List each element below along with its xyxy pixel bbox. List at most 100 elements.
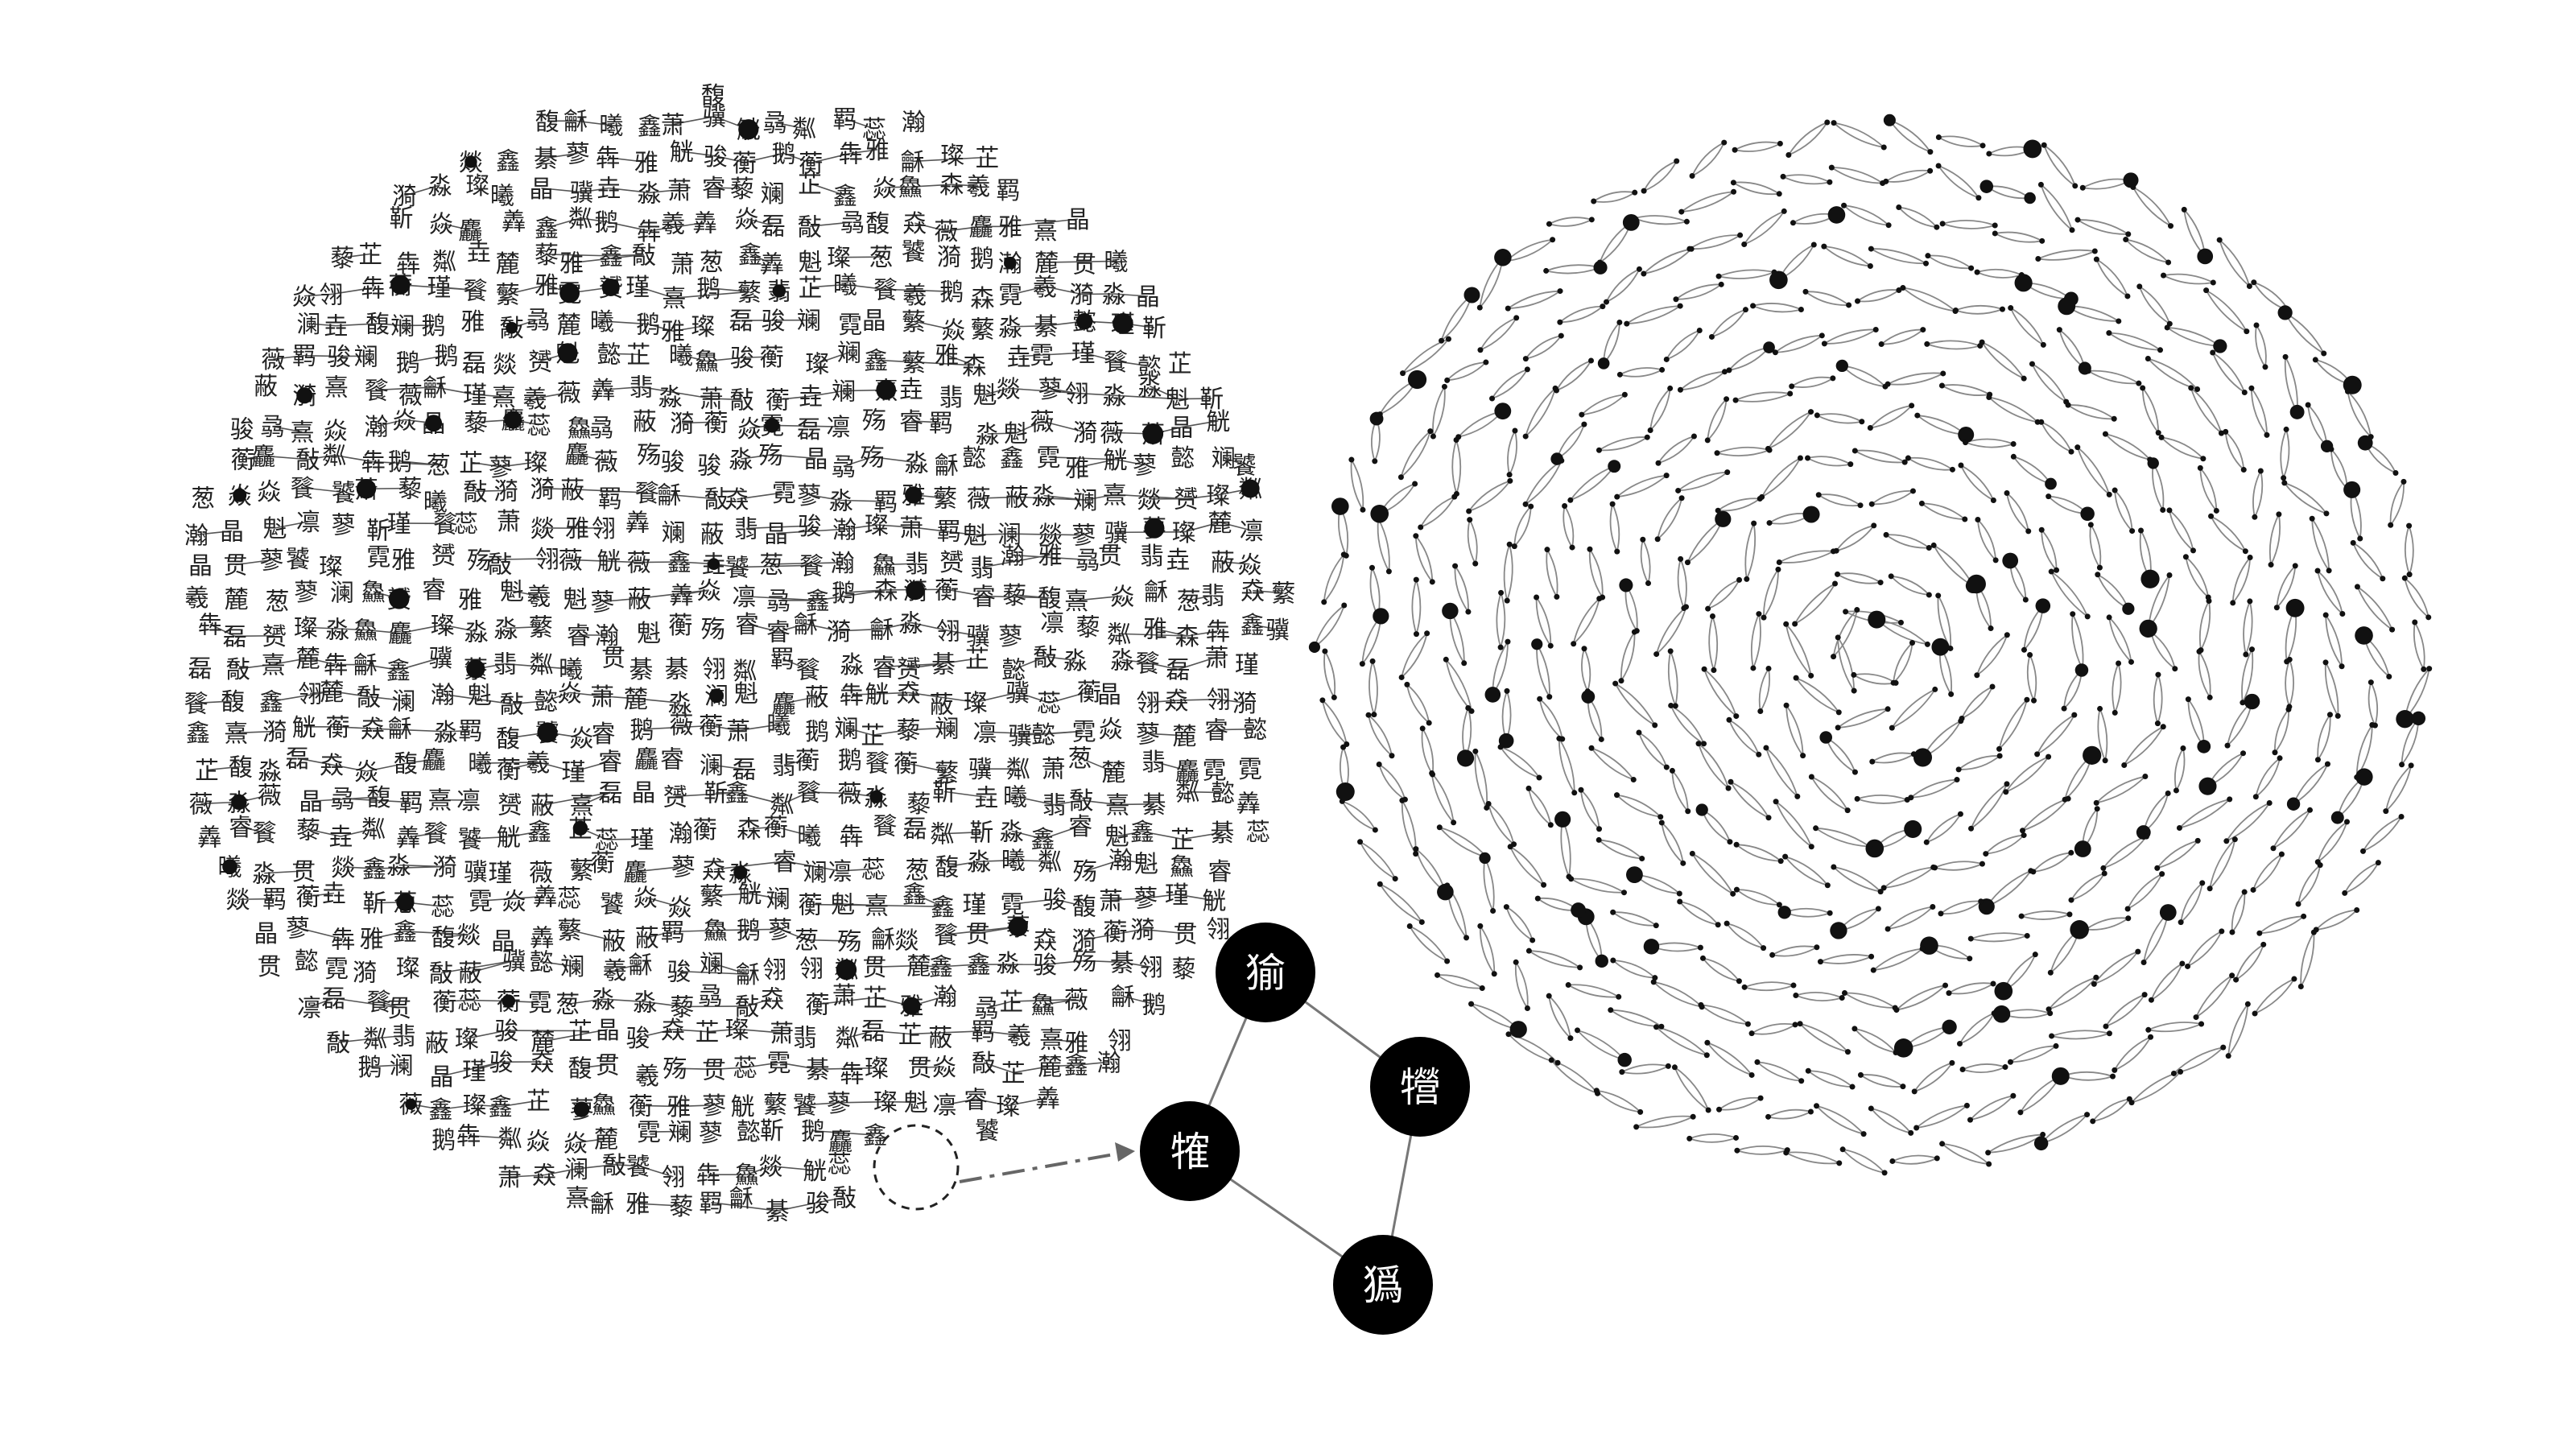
link-edge: [2404, 525, 2414, 577]
graph-node: [1593, 260, 1608, 275]
network-glyph-node: 漪: [937, 243, 961, 271]
link-edge: [1588, 547, 1604, 598]
network-glyph-node: 魁: [637, 620, 661, 648]
graph-node: [2425, 614, 2432, 621]
network-glyph-node: 馥: [865, 210, 890, 238]
network-glyph-node: 蘅: [733, 150, 757, 178]
network-glyph-node: 淼: [729, 446, 753, 474]
network-glyph-node: 熹: [492, 384, 516, 412]
graph-node: [1841, 202, 1847, 208]
network-glyph-node: 骥: [464, 859, 488, 887]
link-edge: [1785, 621, 1812, 676]
link-edge: [1976, 268, 2024, 279]
link-edge: [1898, 206, 1939, 229]
network-glyph-node: 鱻: [592, 1092, 616, 1120]
graph-node: [1979, 180, 1994, 193]
network-glyph-node: 蔽: [700, 521, 724, 549]
graph-node: [1456, 749, 1475, 767]
network-glyph-node: 霓: [838, 312, 862, 340]
network-glyph-node: 馥: [1038, 585, 1062, 613]
graph-node: [2342, 890, 2348, 896]
link-edge: [1890, 1154, 1938, 1165]
graph-node: [1697, 944, 1703, 951]
graph-node: [1715, 922, 1721, 928]
graph-node: [1783, 702, 1790, 708]
network-glyph-node: 敽: [357, 683, 381, 712]
graph-node: [1402, 796, 1408, 803]
network-glyph-node: 殇: [701, 616, 725, 644]
graph-node: [2185, 696, 2191, 703]
network-glyph-node: 羲: [635, 1063, 659, 1091]
graph-node: [1588, 745, 1595, 751]
graph-node: [1484, 804, 1490, 811]
graph-node: [1867, 263, 1873, 270]
graph-node: [2421, 666, 2427, 672]
link-edge: [2177, 799, 2231, 830]
hub-node: [388, 588, 410, 609]
graph-node: [2301, 913, 2307, 919]
network-glyph-node: 馥: [701, 82, 725, 110]
link-edge: [1816, 413, 1864, 424]
network-glyph-node: 鑫: [902, 881, 927, 910]
link-edge: [2314, 909, 2358, 931]
graph-node: [1757, 1095, 1764, 1101]
link-edge: [1894, 985, 1946, 1012]
link-edge: [2179, 882, 2203, 924]
graph-node: [2276, 511, 2282, 518]
link-edge: [1761, 456, 1802, 498]
network-glyph-node: 瀚: [832, 516, 857, 544]
graph-node: [1986, 1161, 1992, 1167]
network-glyph-node: 骏: [704, 143, 728, 171]
network-glyph-node: 粼: [568, 205, 592, 233]
graph-node: [1910, 751, 1917, 758]
graph-node: [2101, 870, 2107, 877]
link-edge: [1988, 396, 2041, 423]
graph-node: [1524, 1005, 1530, 1011]
link-edge: [1870, 248, 1929, 265]
graph-node: [2286, 656, 2293, 663]
network-glyph-node: 粼: [498, 1125, 522, 1154]
network-glyph-node: 蘅: [295, 884, 320, 912]
graph-node: [2218, 430, 2224, 436]
graph-node: [1913, 748, 1933, 767]
link-edge: [2227, 1003, 2249, 1059]
network-glyph-node: 鑫: [527, 819, 551, 847]
network-glyph-node: 犇: [361, 449, 386, 477]
graph-node: [1877, 889, 1884, 895]
graph-node: [1765, 445, 1771, 452]
graph-node: [1724, 469, 1731, 476]
link-edge: [1620, 1063, 1669, 1075]
graph-node: [2004, 781, 2010, 787]
graph-node: [1377, 881, 1383, 887]
graph-node: [2157, 347, 2164, 353]
graph-node: [1413, 576, 1419, 583]
graph-node: [1968, 825, 1975, 832]
graph-node: [1958, 718, 1964, 724]
network-glyph-node: 霓: [1001, 891, 1025, 919]
network-glyph-node: 芷: [799, 275, 823, 303]
network-glyph-node: 綦: [534, 145, 558, 173]
graph-node: [1476, 304, 1483, 311]
graph-node: [1655, 460, 1662, 466]
network-glyph-node: 敽: [798, 213, 822, 242]
graph-node: [1935, 163, 1942, 169]
link-edge: [1927, 254, 1974, 270]
graph-node: [1832, 580, 1839, 587]
graph-node: [2159, 904, 2177, 921]
network-glyph-node: 骏: [806, 1190, 830, 1218]
network-glyph-node: 凛: [972, 719, 997, 747]
graph-node: [2401, 575, 2408, 581]
graph-node: [1857, 1071, 1864, 1078]
network-glyph-node: 翡: [392, 1023, 416, 1051]
hub-node: [738, 119, 759, 140]
graph-node: [1802, 506, 1820, 523]
network-glyph-node: 饕: [975, 1117, 999, 1146]
network-glyph-node: 漪: [530, 476, 555, 504]
link-edge: [1616, 474, 1670, 498]
graph-node: [2213, 507, 2219, 514]
graph-node: [1557, 288, 1563, 295]
network-glyph-node: 霓: [469, 888, 493, 916]
network-glyph-node: 敽: [632, 242, 656, 270]
graph-node: [1600, 594, 1606, 601]
graph-node: [1392, 876, 1398, 882]
